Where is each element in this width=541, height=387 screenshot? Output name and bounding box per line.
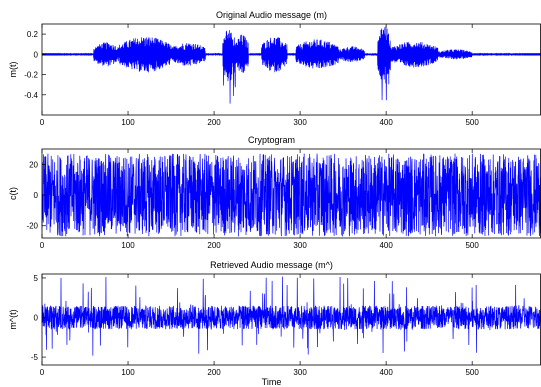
y-tick-label: 5 (34, 274, 39, 283)
x-tick-label: 300 (293, 118, 307, 127)
x-tick-label: 200 (207, 241, 221, 250)
plot-frame-1 (41, 23, 541, 116)
x-tick-label: 100 (121, 241, 135, 250)
x-tick-label: 200 (207, 118, 221, 127)
y-tick-label: 0 (34, 50, 39, 59)
signal-line-2 (41, 153, 541, 237)
x-tick-label: 0 (40, 368, 45, 377)
x-tick-label: 100 (121, 368, 135, 377)
y-tick-label: 0 (34, 191, 39, 200)
x-tick-label: 300 (293, 241, 307, 250)
x-axis-label: Time (262, 377, 282, 387)
x-tick-label: 400 (379, 241, 393, 250)
y-axis-label-1: m(t) (8, 62, 18, 78)
x-tick-label: 400 (379, 368, 393, 377)
y-tick-label: -0.4 (24, 91, 38, 100)
signal-line-3 (41, 276, 541, 356)
x-tick-label: 300 (293, 368, 307, 377)
y-tick-label: 20 (29, 160, 38, 169)
y-tick-label: 0.2 (27, 30, 39, 39)
chart-title-3: Retrieved Audio message (m^) (210, 260, 333, 270)
y-axis-label-2: c(t) (8, 187, 18, 200)
x-tick-label: 500 (465, 368, 479, 377)
y-axis-label-3: m^(t) (8, 309, 18, 329)
chart-title-2: Cryptogram (248, 135, 295, 145)
x-tick-label: 0 (40, 118, 45, 127)
chart-title-1: Original Audio message (m) (216, 10, 327, 20)
x-tick-label: 0 (40, 241, 45, 250)
y-tick-label: -20 (26, 222, 38, 231)
x-tick-label: 100 (121, 118, 135, 127)
y-tick-label: -0.2 (24, 71, 38, 80)
y-tick-label: 0 (34, 314, 39, 323)
x-tick-label: 400 (379, 118, 393, 127)
x-tick-label: 200 (207, 368, 221, 377)
x-tick-label: 500 (465, 241, 479, 250)
x-tick-label: 500 (465, 118, 479, 127)
y-tick-label: -5 (31, 353, 39, 362)
signal-line-1 (41, 25, 541, 104)
